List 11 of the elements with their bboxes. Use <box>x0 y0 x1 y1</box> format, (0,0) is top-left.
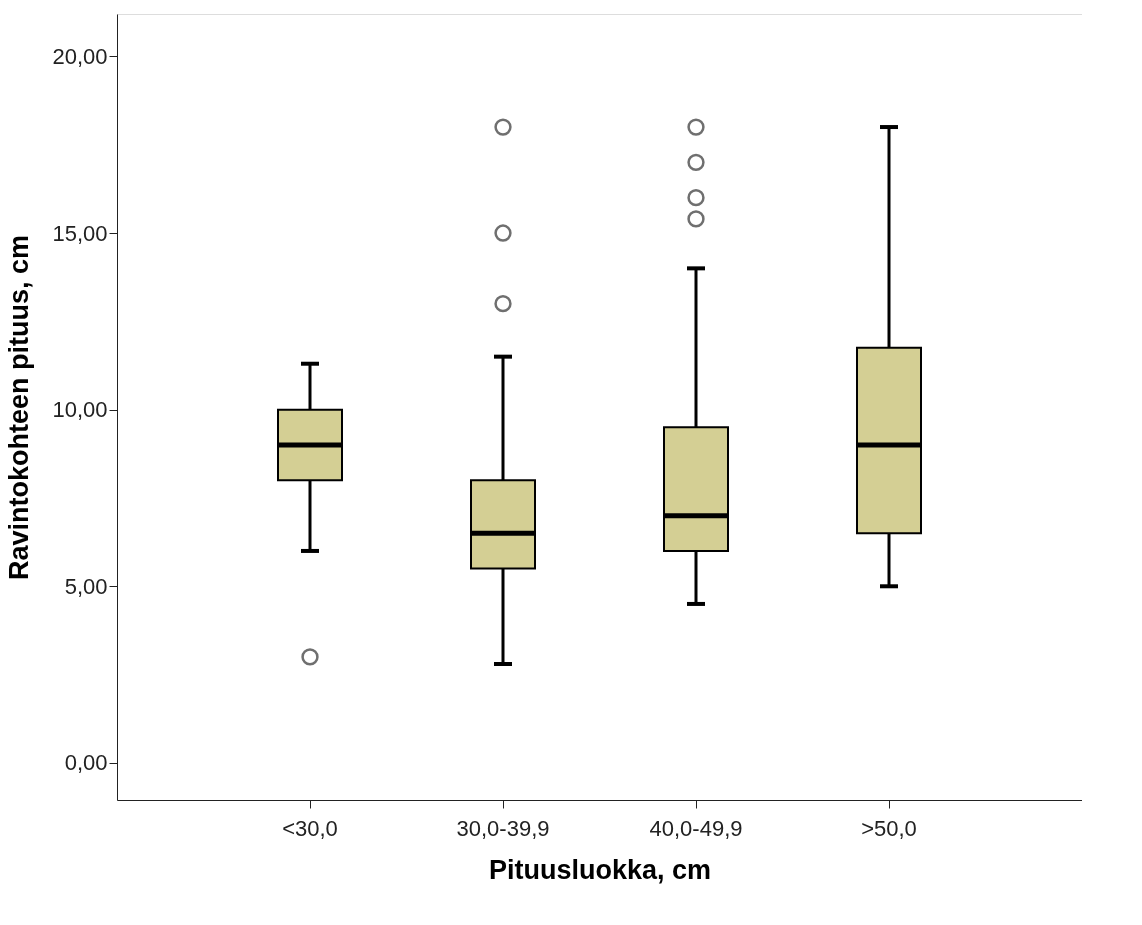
y-tick-label: 20,00 <box>52 43 108 69</box>
x-tick-label: <30,0 <box>282 815 338 841</box>
x-tick-label: >50,0 <box>861 815 917 841</box>
y-tick-label: 15,00 <box>52 220 108 246</box>
y-tick-label: 5,00 <box>64 573 108 599</box>
x-tick-label: 40,0-49,9 <box>649 815 743 841</box>
y-axis-title: Ravintokohteen pituus, cm <box>4 234 35 581</box>
x-axis-title: Pituusluokka, cm <box>488 854 712 885</box>
y-tick-label: 0,00 <box>64 750 108 776</box>
x-tick-label: 30,0-39,9 <box>456 815 550 841</box>
y-tick-label: 10,00 <box>52 397 108 423</box>
